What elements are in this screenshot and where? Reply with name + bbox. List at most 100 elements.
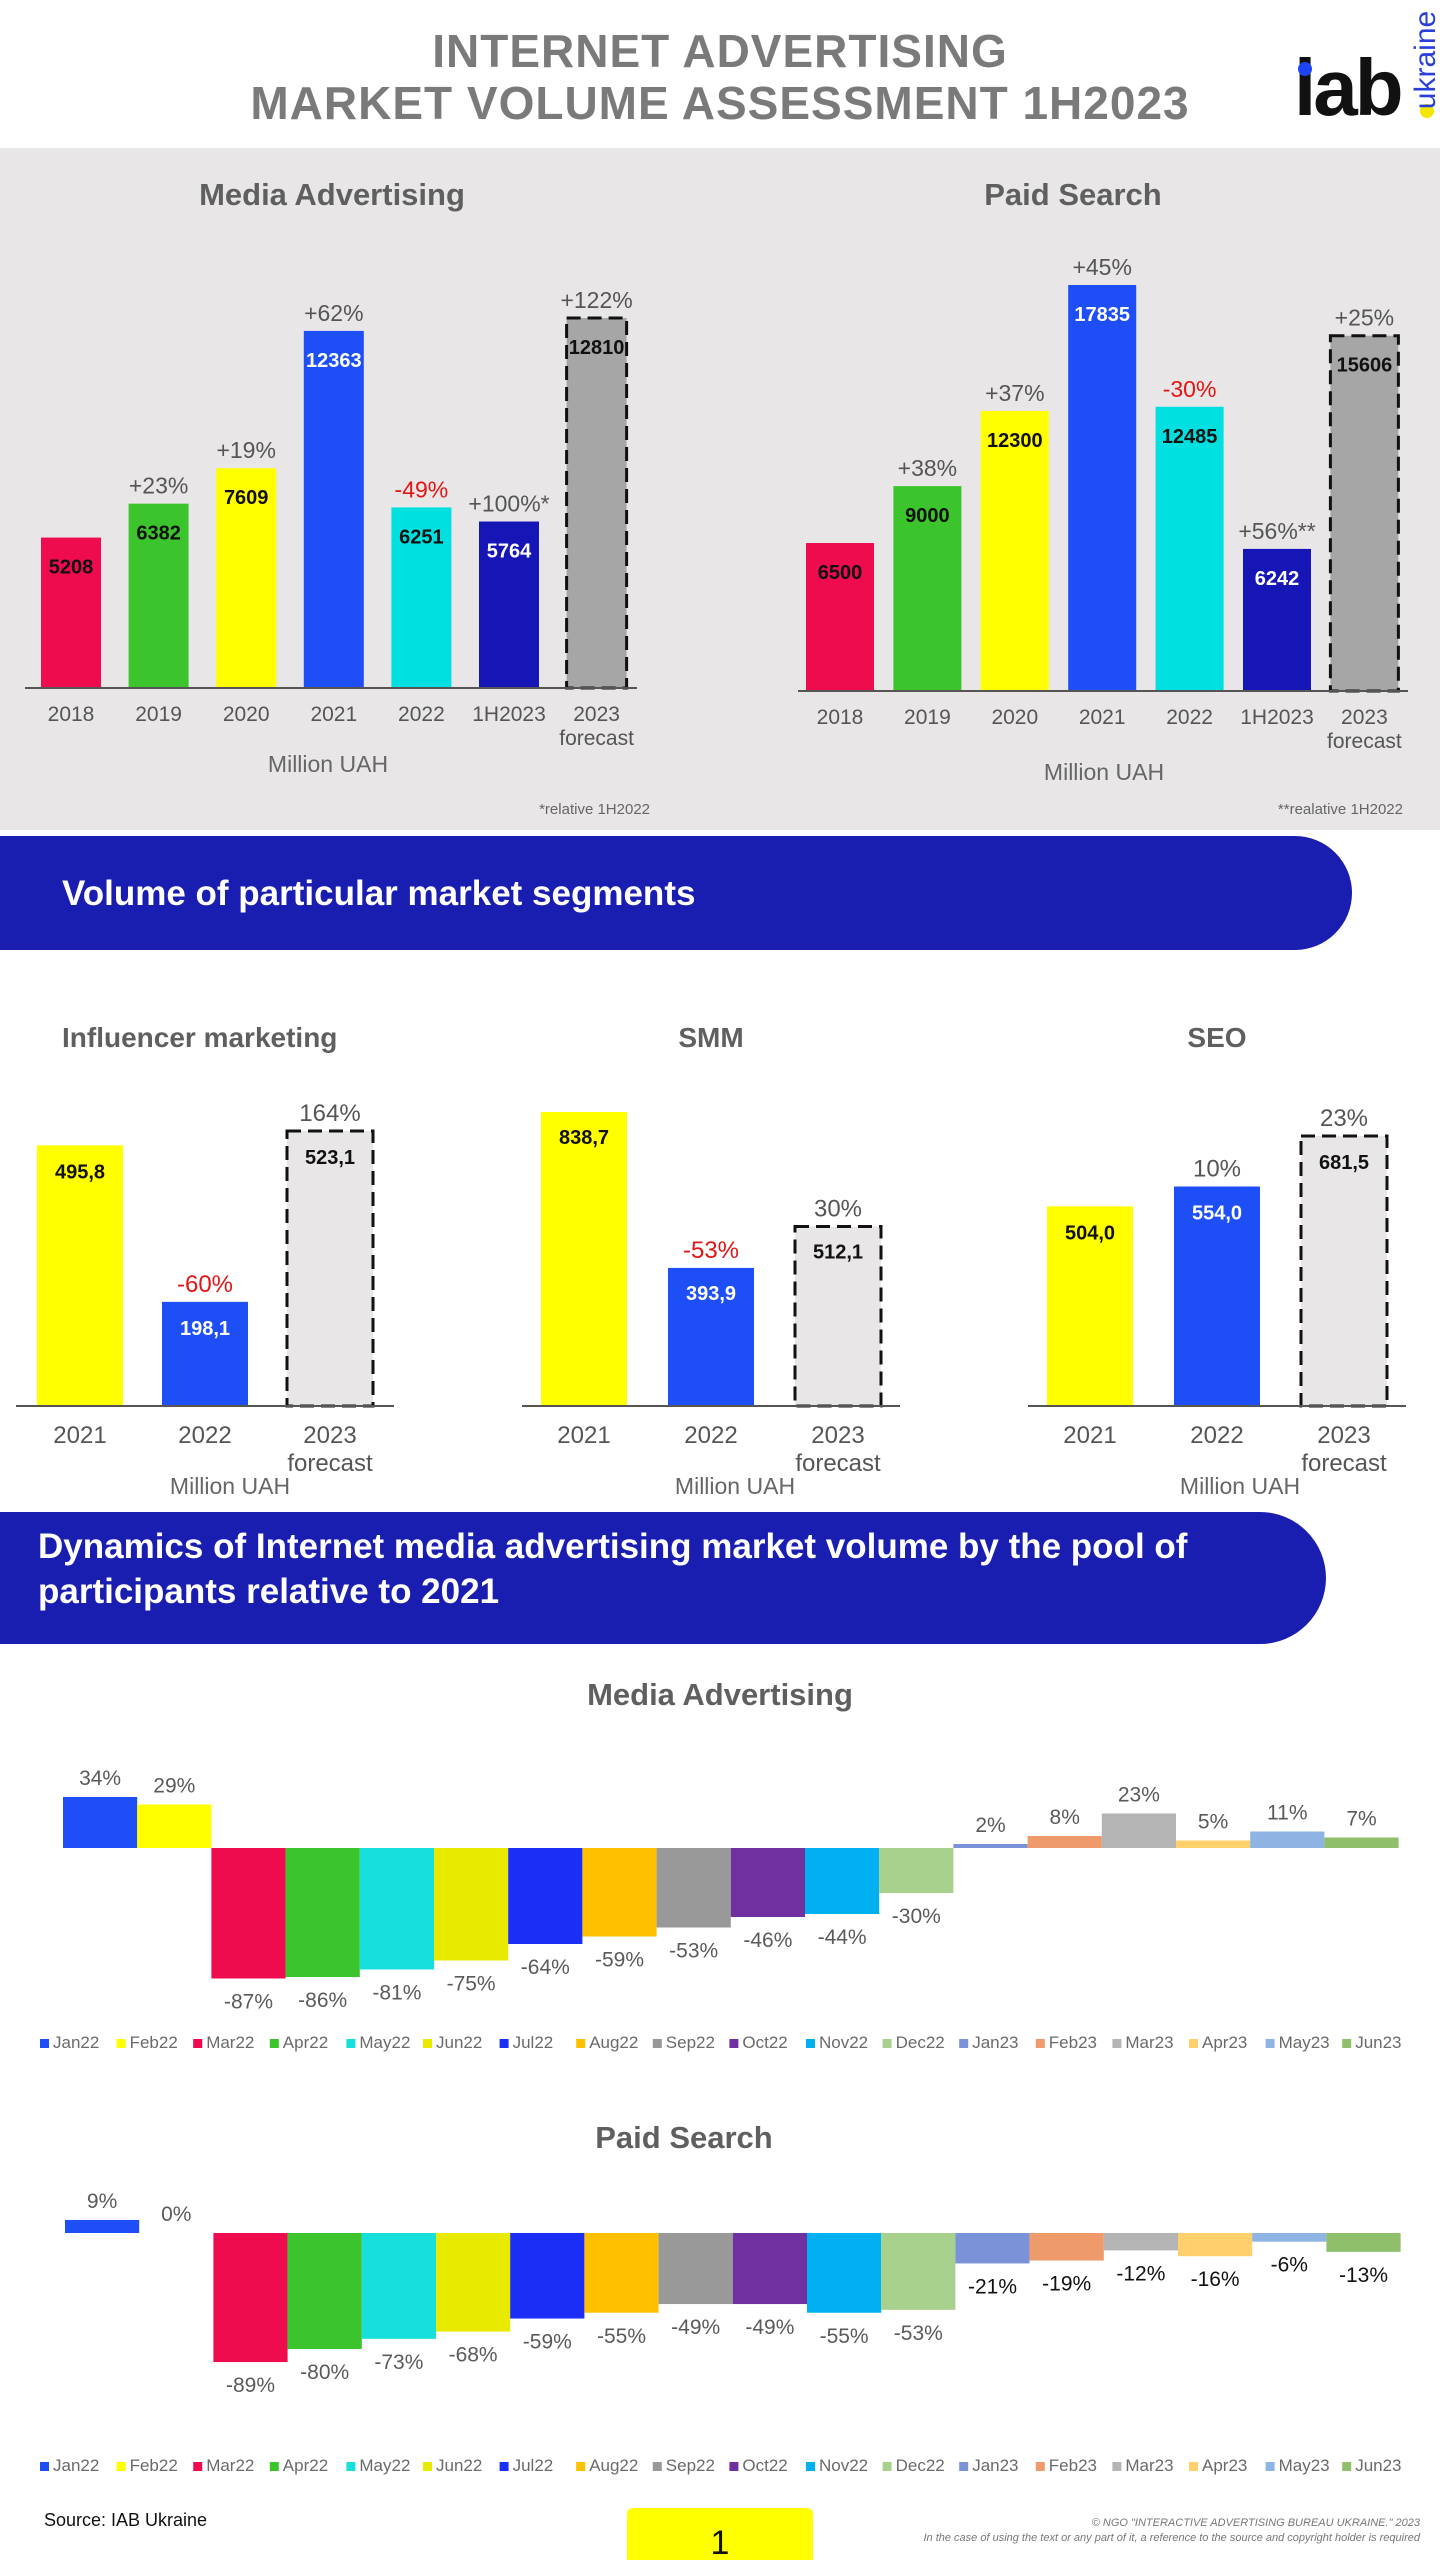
value-label-media-advertising-dynamics-6: -64% <box>521 1956 570 1979</box>
value-label-media-advertising-annual-4: 6251 <box>399 526 444 548</box>
x-axis-title-media-advertising-annual: Million UAH <box>268 751 388 777</box>
category-label-paid-search-annual-0-0: 2018 <box>817 706 864 729</box>
bar-media-advertising-dynamics-4 <box>359 1848 434 1970</box>
bar-media-advertising-dynamics-5 <box>434 1848 509 1961</box>
legend-label-media-advertising-dynamics-15: Apr23 <box>1202 2033 1247 2052</box>
bar-media-advertising-dynamics-15 <box>1176 1840 1251 1848</box>
legend-label-paid-search-dynamics-8: Sep22 <box>666 2456 715 2475</box>
value-label-media-advertising-dynamics-15: 5% <box>1198 1811 1228 1834</box>
bar-media-advertising-annual-4 <box>391 507 452 688</box>
legend-swatch-paid-search-dynamics-16 <box>1265 2462 1275 2471</box>
bar-influencer-marketing-0 <box>37 1145 123 1406</box>
category-label-smm-1-0: 2022 <box>684 1422 737 1449</box>
footnote-media-advertising-annual: *relative 1H2022 <box>539 801 650 818</box>
legend-swatch-paid-search-dynamics-6 <box>499 2462 509 2471</box>
bar-media-advertising-dynamics-6 <box>508 1848 583 1944</box>
value-label-media-advertising-annual-6: 12810 <box>569 337 625 359</box>
legend-swatch-paid-search-dynamics-5 <box>423 2462 432 2471</box>
category-label-paid-search-annual-1-0: 2019 <box>904 706 951 729</box>
bar-paid-search-annual-5 <box>1243 548 1311 691</box>
bar-paid-search-annual-6 <box>1328 334 1400 693</box>
legend-swatch-paid-search-dynamics-8 <box>652 2462 662 2471</box>
value-label-media-advertising-annual-1: 6382 <box>136 523 181 545</box>
bar-paid-search-dynamics-4 <box>361 2233 436 2339</box>
value-label-paid-search-dynamics-0: 9% <box>87 2190 117 2213</box>
value-label-media-advertising-dynamics-10: -44% <box>818 1926 867 1949</box>
value-label-paid-search-dynamics-15: -16% <box>1191 2268 1240 2291</box>
value-label-paid-search-annual-4: 12485 <box>1162 426 1218 448</box>
value-label-media-advertising-dynamics-2: -87% <box>224 1991 273 2014</box>
legend-swatch-media-advertising-dynamics-13 <box>1035 2039 1045 2048</box>
legend-swatch-media-advertising-dynamics-14 <box>1112 2039 1122 2048</box>
legend-label-media-advertising-dynamics-14: Mar23 <box>1125 2033 1173 2052</box>
value-label-media-advertising-dynamics-13: 8% <box>1050 1806 1080 1829</box>
category-label-influencer-marketing-2-1: forecast <box>287 1450 373 1477</box>
legend-label-media-advertising-dynamics-16: May23 <box>1279 2033 1330 2052</box>
bar-paid-search-dynamics-2 <box>213 2233 288 2363</box>
category-label-seo-1-0: 2022 <box>1190 1422 1243 1449</box>
chart-title-influencer-marketing: Influencer marketing <box>62 1022 337 1053</box>
legend-label-paid-search-dynamics-1: Feb22 <box>130 2456 178 2475</box>
logo-blue-dot <box>1298 62 1312 76</box>
category-label-seo-2-0: 2023 <box>1317 1422 1370 1449</box>
bar-media-advertising-annual-2 <box>216 468 277 688</box>
value-label-paid-search-dynamics-11: -53% <box>894 2322 943 2345</box>
value-label-paid-search-dynamics-4: -73% <box>374 2351 423 2374</box>
value-label-media-advertising-dynamics-4: -81% <box>372 1982 421 2005</box>
legend-swatch-media-advertising-dynamics-15 <box>1189 2039 1198 2048</box>
category-label-paid-search-annual-6-1: forecast <box>1327 730 1402 753</box>
bar-paid-search-dynamics-0 <box>65 2219 140 2233</box>
bar-paid-search-dynamics-8 <box>658 2233 733 2305</box>
bar-seo-2 <box>1299 1134 1389 1408</box>
legend-label-paid-search-dynamics-9: Oct22 <box>742 2456 787 2475</box>
category-label-smm-2-0: 2023 <box>811 1422 864 1449</box>
legend-label-paid-search-dynamics-15: Apr23 <box>1202 2456 1247 2475</box>
segments-banner: Volume of particular market segments <box>0 836 1352 950</box>
bar-paid-search-dynamics-7 <box>584 2233 659 2313</box>
bar-paid-search-annual-1 <box>893 486 962 691</box>
bar-smm-2 <box>793 1224 883 1408</box>
legend-label-media-advertising-dynamics-3: Apr22 <box>283 2033 328 2052</box>
value-label-media-advertising-dynamics-9: -46% <box>743 1929 792 1952</box>
change-label-smm-1: -53% <box>683 1237 739 1264</box>
bar-paid-search-dynamics-3 <box>287 2233 362 2349</box>
category-label-media-advertising-annual-6-1: forecast <box>559 727 634 750</box>
legend-label-paid-search-dynamics-16: May23 <box>1279 2456 1330 2475</box>
value-label-paid-search-annual-2: 12300 <box>987 430 1043 452</box>
value-label-paid-search-annual-0: 6500 <box>818 562 863 584</box>
value-label-media-advertising-annual-2: 7609 <box>224 487 269 509</box>
category-label-smm-0-0: 2021 <box>557 1422 610 1449</box>
bar-media-advertising-dynamics-8 <box>656 1848 731 1928</box>
bar-smm-0 <box>541 1112 627 1406</box>
bar-paid-search-dynamics-13 <box>1029 2233 1104 2261</box>
value-label-media-advertising-dynamics-16: 11% <box>1267 1802 1307 1825</box>
value-label-paid-search-dynamics-12: -21% <box>968 2275 1017 2298</box>
legend-swatch-paid-search-dynamics-11 <box>882 2462 892 2471</box>
bar-media-advertising-annual-5 <box>479 521 539 688</box>
change-label-paid-search-annual-1: +38% <box>898 455 957 481</box>
legend-label-media-advertising-dynamics-12: Jan23 <box>972 2033 1018 2052</box>
legend-label-paid-search-dynamics-4: May22 <box>359 2456 410 2475</box>
change-label-media-advertising-annual-2: +19% <box>216 437 275 463</box>
legend-label-media-advertising-dynamics-0: Jan22 <box>53 2033 99 2052</box>
value-label-seo-2: 681,5 <box>1319 1152 1369 1174</box>
category-label-paid-search-annual-6-0: 2023 <box>1341 706 1388 729</box>
legend-label-media-advertising-dynamics-2: Mar22 <box>206 2033 254 2052</box>
legend-label-paid-search-dynamics-11: Dec22 <box>896 2456 945 2475</box>
category-label-media-advertising-annual-6-0: 2023 <box>573 703 620 726</box>
legend-label-paid-search-dynamics-6: Jul22 <box>513 2456 554 2475</box>
change-label-influencer-marketing-2: 164% <box>299 1100 360 1127</box>
value-label-media-advertising-dynamics-11: -30% <box>892 1905 941 1928</box>
legend-swatch-paid-search-dynamics-10 <box>806 2462 815 2471</box>
value-label-paid-search-dynamics-10: -55% <box>820 2325 869 2348</box>
bar-media-advertising-dynamics-10 <box>805 1848 880 1914</box>
bar-media-advertising-annual-3 <box>303 330 364 688</box>
legend-label-paid-search-dynamics-10: Nov22 <box>819 2456 868 2475</box>
legend-swatch-media-advertising-dynamics-2 <box>193 2039 203 2048</box>
legend-label-paid-search-dynamics-0: Jan22 <box>53 2456 99 2475</box>
bar-paid-search-annual-4 <box>1155 406 1224 691</box>
chart-title-seo: SEO <box>1187 1022 1246 1053</box>
bar-media-advertising-dynamics-9 <box>730 1848 805 1917</box>
category-label-smm-2-1: forecast <box>795 1450 881 1477</box>
value-label-media-advertising-dynamics-14: 23% <box>1118 1784 1160 1807</box>
